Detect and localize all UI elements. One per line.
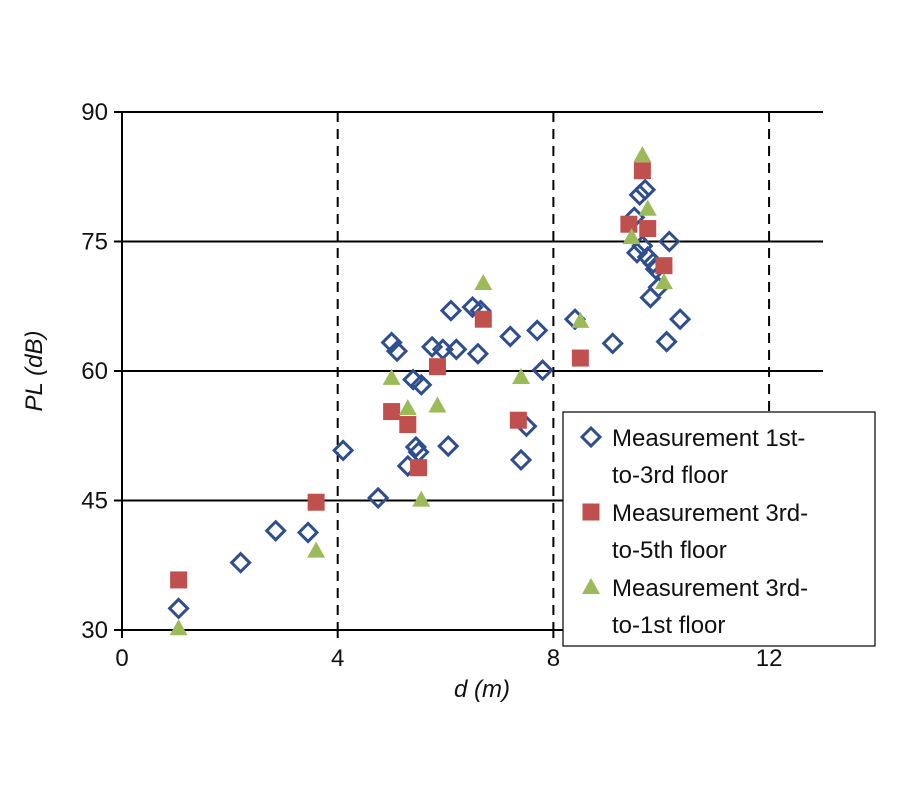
legend-label: Measurement 3rd- <box>612 500 808 527</box>
data-point <box>367 486 390 510</box>
series-2 <box>170 162 673 589</box>
data-point <box>410 373 433 396</box>
data-points <box>167 146 692 636</box>
data-point <box>531 359 554 382</box>
data-point <box>428 358 446 376</box>
data-point <box>474 310 492 328</box>
y-tick-label: 45 <box>81 488 108 515</box>
data-point <box>307 541 326 558</box>
legend-marker <box>582 503 600 521</box>
data-point <box>404 435 428 459</box>
legend-marker <box>582 578 600 594</box>
y-tick-label: 60 <box>81 358 108 385</box>
data-point <box>654 273 673 290</box>
data-point <box>571 311 590 328</box>
data-point <box>229 551 252 574</box>
series-3 <box>169 146 673 636</box>
data-point <box>399 416 417 434</box>
data-point <box>655 257 673 275</box>
data-point <box>382 368 401 385</box>
data-point <box>658 230 681 253</box>
y-tick-label: 30 <box>81 617 108 644</box>
data-point <box>526 319 549 342</box>
data-point <box>383 403 401 421</box>
data-point <box>633 162 651 180</box>
x-tick-label: 8 <box>547 645 560 672</box>
data-point <box>296 521 320 544</box>
data-point <box>639 220 657 238</box>
data-point <box>170 571 188 589</box>
data-point <box>398 399 417 416</box>
data-point <box>512 368 531 385</box>
data-point <box>639 286 662 309</box>
data-point <box>628 183 651 207</box>
data-point <box>622 228 641 245</box>
data-point <box>668 308 692 331</box>
tick-labels: 30 45 60 75 90 0 4 8 12 <box>81 99 782 672</box>
data-point <box>445 338 468 361</box>
data-point <box>509 411 527 429</box>
x-axis-label: d (m) <box>454 676 510 703</box>
x-tick-label: 4 <box>331 645 344 672</box>
data-point <box>499 325 522 348</box>
x-tick-label: 12 <box>756 645 783 672</box>
data-point <box>466 342 490 365</box>
data-point <box>380 331 403 354</box>
legend-box <box>562 411 876 647</box>
data-point <box>655 330 678 353</box>
data-point <box>331 439 355 462</box>
legend-label: to-5th floor <box>612 537 727 564</box>
data-point <box>412 490 431 507</box>
data-point <box>169 619 188 636</box>
y-tick-label: 75 <box>81 229 108 256</box>
data-point <box>264 519 287 542</box>
legend-label: Measurement 3rd- <box>612 575 808 602</box>
y-tick-label: 90 <box>81 99 108 126</box>
legend-label: to-3rd floor <box>612 462 728 489</box>
data-point <box>428 396 447 413</box>
data-point <box>601 332 624 355</box>
data-point <box>620 215 638 233</box>
data-point <box>509 448 533 472</box>
x-tick-label: 0 <box>115 645 128 672</box>
legend: Measurement 1st-to-3rd floor Measurement … <box>562 411 876 647</box>
data-point <box>385 340 409 363</box>
data-point <box>307 493 325 511</box>
data-point <box>638 199 657 216</box>
data-point <box>410 459 428 477</box>
data-point <box>439 299 463 322</box>
data-point <box>474 273 493 290</box>
series-1 <box>167 178 692 620</box>
legend-label: to-1st floor <box>612 612 725 639</box>
data-point <box>571 349 589 367</box>
data-point <box>633 178 657 201</box>
data-point <box>625 241 649 264</box>
data-point <box>437 434 460 458</box>
legend-marker <box>579 425 603 449</box>
data-point <box>167 597 190 620</box>
y-axis-label: PL (dB) <box>21 331 48 412</box>
legend-label: Measurement 1st- <box>612 425 805 452</box>
data-point <box>633 146 652 163</box>
